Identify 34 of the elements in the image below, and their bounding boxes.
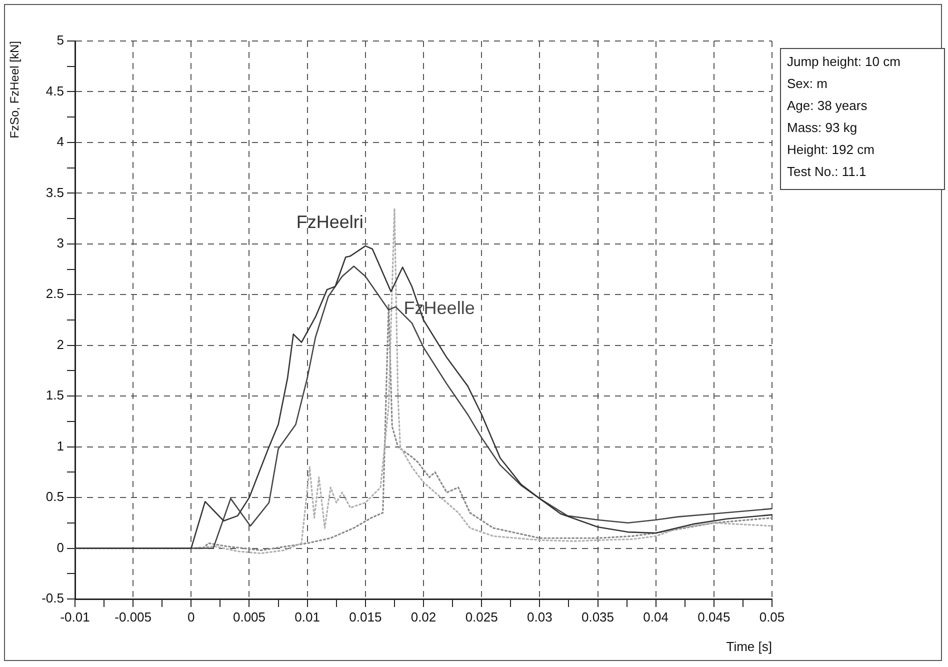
x-axis-title: Time [s] [726, 638, 772, 654]
y-tick-label: 0.5 [46, 489, 64, 504]
y-tick-label: 1 [56, 438, 64, 454]
text: Test No.: 11.1 [787, 163, 868, 181]
y-tick-label: 2 [56, 336, 64, 352]
y-tick-label: 3.5 [46, 184, 64, 200]
text: Sex: m [787, 75, 828, 93]
text: Height: 192 cm [787, 141, 876, 159]
text: Jump height: 10 cm [787, 53, 902, 71]
y-tick-label: 3 [56, 235, 64, 250]
x-tick-label: 0.01 [294, 609, 320, 624]
x-tick-label: 0 [188, 609, 195, 624]
y-tick-label: 4 [56, 134, 64, 150]
x-tick-label: 0.03 [527, 609, 552, 624]
x-tick-label: -0.005 [114, 609, 152, 624]
x-tick-label: 0.04 [643, 609, 668, 624]
y-tick-label: 0 [56, 540, 64, 555]
x-tick-label: 0.025 [465, 609, 498, 624]
x-tick-label: 0.005 [232, 609, 266, 624]
x-tick-label: 0.035 [581, 609, 614, 624]
x-tick-label: 0.045 [698, 609, 730, 624]
series-label: FzHeelri [296, 212, 364, 232]
y-axis-title: FzSo, FzHeel [kN] [8, 41, 22, 138]
x-tick-label: 0.05 [759, 609, 785, 624]
y-tick-label: 2.5 [46, 286, 64, 302]
y-tick-label: 4.5 [46, 83, 64, 98]
y-tick-label: 1.5 [46, 388, 64, 403]
y-tick-label: 5 [56, 32, 64, 48]
x-tick-label: -0.01 [60, 609, 90, 624]
y-tick-label: -0.5 [42, 590, 64, 606]
x-tick-label: 0.02 [410, 609, 436, 624]
text: Mass: 93 kg [787, 119, 858, 137]
text: Age: 38 years [787, 97, 868, 115]
x-tick-label: 0.015 [349, 609, 382, 624]
